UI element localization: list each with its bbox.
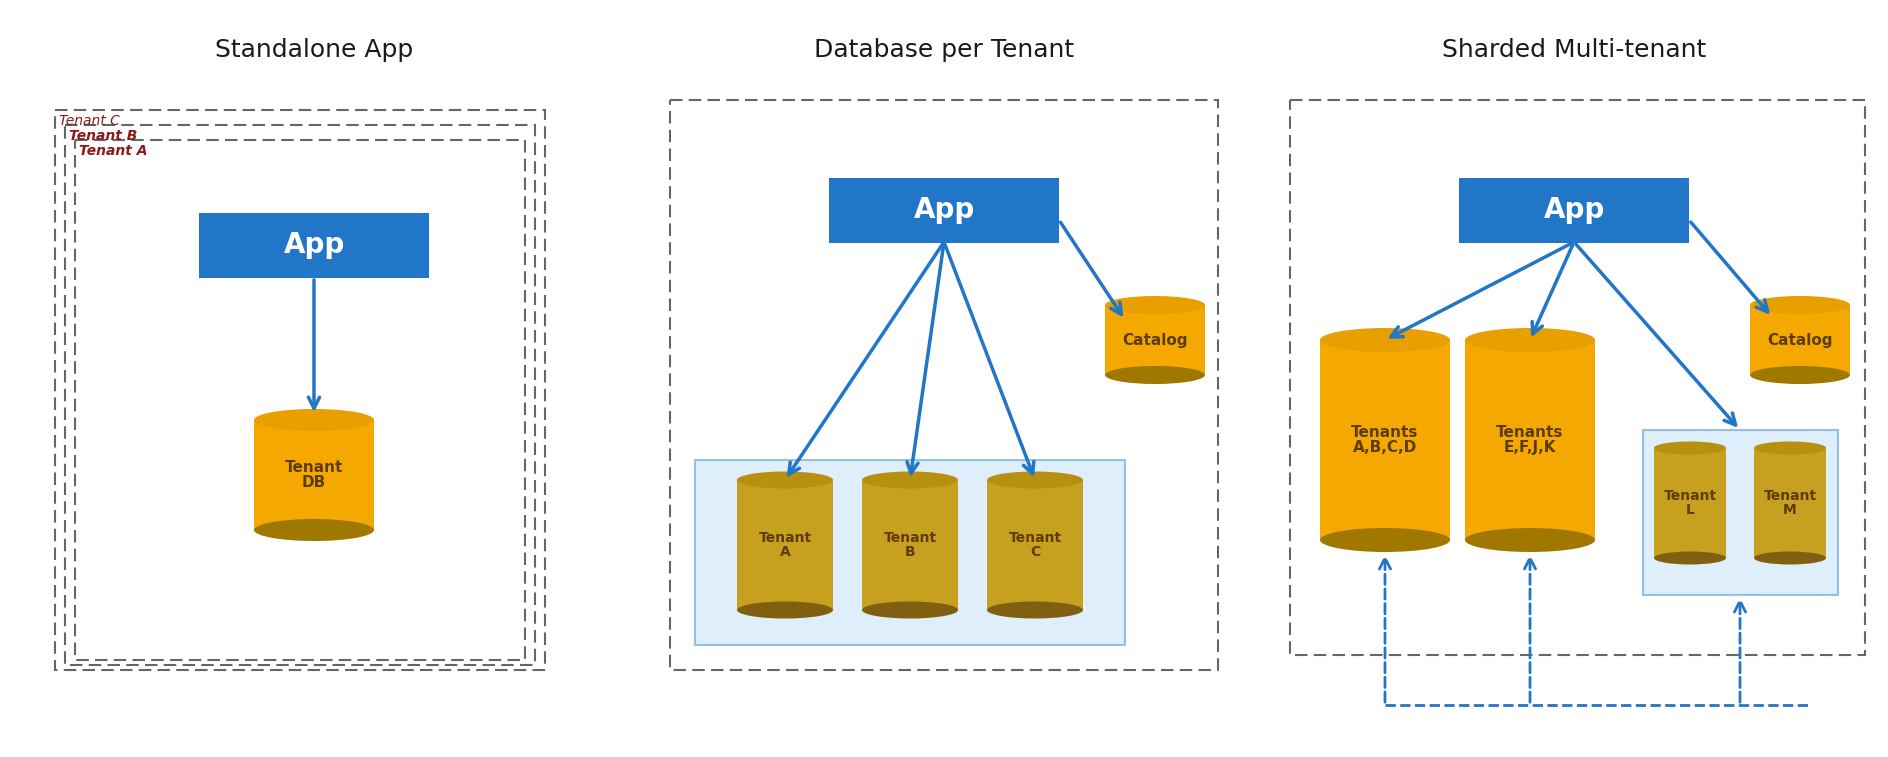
Text: Tenant: Tenant bbox=[884, 531, 936, 545]
Ellipse shape bbox=[987, 472, 1084, 488]
Text: C: C bbox=[1029, 545, 1040, 559]
Ellipse shape bbox=[1750, 296, 1850, 314]
Text: Tenants: Tenants bbox=[1497, 425, 1563, 440]
Polygon shape bbox=[736, 480, 833, 610]
Polygon shape bbox=[1465, 340, 1595, 540]
Text: E,F,J,K: E,F,J,K bbox=[1503, 441, 1556, 455]
Polygon shape bbox=[1654, 448, 1726, 558]
Text: Sharded Multi-tenant: Sharded Multi-tenant bbox=[1442, 38, 1707, 62]
Text: Database per Tenant: Database per Tenant bbox=[814, 38, 1074, 62]
Ellipse shape bbox=[1654, 552, 1726, 565]
Ellipse shape bbox=[736, 472, 833, 488]
Bar bbox=[1643, 430, 1839, 595]
Bar bbox=[1459, 177, 1690, 242]
Ellipse shape bbox=[1320, 528, 1450, 552]
Text: Tenant: Tenant bbox=[759, 531, 812, 545]
Polygon shape bbox=[1754, 448, 1826, 558]
Ellipse shape bbox=[1754, 441, 1826, 454]
Text: App: App bbox=[283, 231, 346, 259]
Text: Catalog: Catalog bbox=[1767, 332, 1833, 347]
Text: Tenant: Tenant bbox=[285, 459, 344, 475]
Text: Tenant A: Tenant A bbox=[79, 144, 147, 158]
Ellipse shape bbox=[1465, 328, 1595, 352]
Bar bbox=[670, 100, 1218, 670]
Polygon shape bbox=[863, 480, 957, 610]
Ellipse shape bbox=[1754, 552, 1826, 565]
Text: B: B bbox=[904, 545, 916, 559]
Ellipse shape bbox=[1104, 366, 1205, 384]
Ellipse shape bbox=[255, 519, 374, 541]
Bar bbox=[55, 110, 546, 670]
Bar bbox=[1290, 100, 1865, 655]
Polygon shape bbox=[255, 420, 374, 530]
Bar bbox=[64, 125, 534, 665]
Bar bbox=[695, 460, 1125, 645]
Polygon shape bbox=[1320, 340, 1450, 540]
Text: Catalog: Catalog bbox=[1121, 332, 1188, 347]
Text: Tenant: Tenant bbox=[1763, 489, 1816, 503]
Ellipse shape bbox=[255, 409, 374, 431]
Text: M: M bbox=[1782, 503, 1797, 517]
Text: Tenant: Tenant bbox=[1008, 531, 1061, 545]
Ellipse shape bbox=[863, 472, 957, 488]
Bar bbox=[829, 177, 1059, 242]
Ellipse shape bbox=[987, 602, 1084, 618]
Text: Tenants: Tenants bbox=[1352, 425, 1418, 440]
Ellipse shape bbox=[863, 602, 957, 618]
Text: App: App bbox=[1542, 196, 1605, 224]
Text: Tenant B: Tenant B bbox=[70, 129, 138, 143]
Ellipse shape bbox=[1654, 441, 1726, 454]
Text: L: L bbox=[1686, 503, 1694, 517]
Bar bbox=[198, 213, 429, 278]
Polygon shape bbox=[987, 480, 1084, 610]
Ellipse shape bbox=[1750, 366, 1850, 384]
Bar bbox=[76, 140, 525, 660]
Ellipse shape bbox=[1465, 528, 1595, 552]
Ellipse shape bbox=[1104, 296, 1205, 314]
Text: A,B,C,D: A,B,C,D bbox=[1354, 441, 1418, 455]
Ellipse shape bbox=[1320, 328, 1450, 352]
Text: Tenant: Tenant bbox=[1663, 489, 1716, 503]
Text: Standalone App: Standalone App bbox=[215, 38, 413, 62]
Ellipse shape bbox=[736, 602, 833, 618]
Text: App: App bbox=[914, 196, 974, 224]
Text: A: A bbox=[780, 545, 791, 559]
Text: Tenant C: Tenant C bbox=[59, 114, 119, 128]
Text: DB: DB bbox=[302, 475, 327, 491]
Polygon shape bbox=[1750, 305, 1850, 375]
Polygon shape bbox=[1104, 305, 1205, 375]
